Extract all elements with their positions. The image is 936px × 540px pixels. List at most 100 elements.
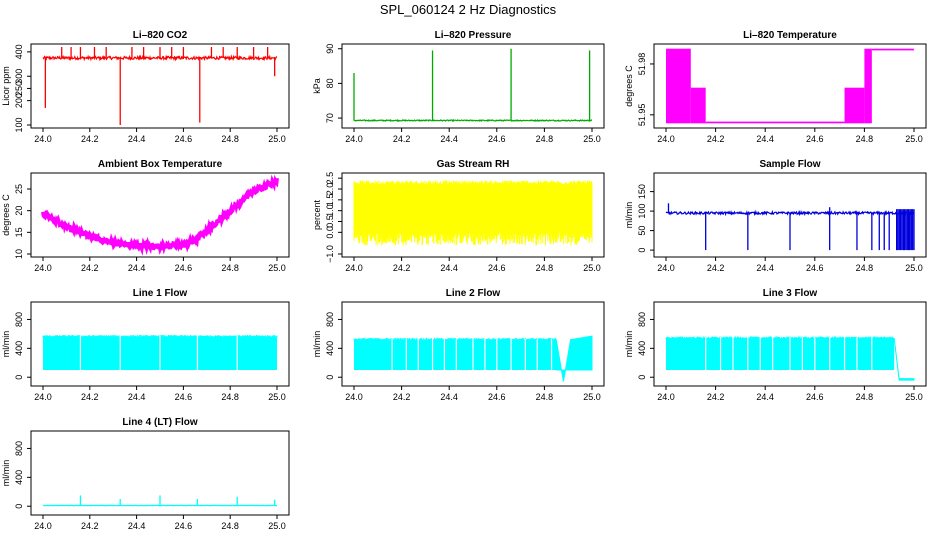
x-tick-label: 24.8 [856, 263, 874, 273]
y-axis-label: percent [312, 199, 322, 230]
y-axis-label: ml/min [624, 202, 634, 229]
panel-title: Gas Stream RH [437, 159, 510, 170]
series-p10 [42, 495, 277, 507]
series-line [41, 174, 279, 256]
x-tick-label: 24.8 [221, 134, 239, 144]
y-axis-label: ml/min [624, 331, 634, 358]
x-tick-label: 24.4 [440, 392, 458, 402]
y-tick-label: 0 [14, 504, 24, 509]
x-tick-label: 24.6 [175, 263, 193, 273]
x-tick-label: 24.0 [34, 134, 52, 144]
x-tick-label: 24.0 [345, 134, 363, 144]
plot-frame [653, 43, 927, 129]
y-axis-label: kPa [312, 78, 322, 94]
x-tick-label: 24.6 [175, 134, 193, 144]
x-tick-label: 24.8 [536, 263, 554, 273]
x-tick-label: 24.8 [856, 134, 874, 144]
y-tick-label: 20 [14, 206, 24, 216]
panel-title: Li–820 CO2 [133, 30, 188, 41]
x-tick-label: 25.0 [905, 392, 923, 402]
y-axis-label: ml/min [1, 460, 11, 487]
x-tick-label: 24.8 [536, 392, 554, 402]
panel-title: Line 2 Flow [446, 288, 501, 299]
x-tick-label: 25.0 [268, 392, 286, 402]
y-tick-label: 15 [14, 227, 24, 237]
series-p6 [665, 203, 915, 251]
series-p7 [42, 335, 278, 371]
plot-frame [653, 301, 927, 387]
panel-p4: Ambient Box Temperature degrees C 24.0 24.2… [1, 159, 290, 273]
x-tick-label: 24.4 [128, 134, 146, 144]
series-p4 [41, 174, 279, 256]
x-tick-label: 24.4 [756, 263, 774, 273]
y-axis-label: ml/min [1, 331, 11, 358]
x-tick-label: 24.0 [345, 263, 363, 273]
plot-frame [30, 430, 290, 516]
y-tick-label: −1.0 [325, 245, 335, 263]
y-tick-label: 400 [14, 470, 24, 485]
series-p5 [353, 180, 593, 246]
x-tick-label: 25.0 [583, 134, 601, 144]
x-tick-label: 24.2 [393, 263, 411, 273]
y-tick-label: 150 [637, 184, 647, 199]
y-tick-label: 0 [637, 375, 647, 380]
y-tick-label: 90 [325, 44, 335, 54]
x-tick-label: 24.0 [34, 392, 52, 402]
x-tick-label: 24.4 [440, 134, 458, 144]
x-tick-label: 25.0 [268, 521, 286, 531]
x-tick-label: 24.6 [488, 134, 506, 144]
series-p1 [42, 47, 278, 125]
panel-p6: Sample Flow ml/min 24.0 24.2 24.4 24.6 24.8 25.… [624, 159, 927, 273]
y-tick-label: 400 [637, 341, 647, 356]
y-tick-label: 200 [14, 93, 24, 108]
y-axis-label: degrees C [1, 194, 11, 236]
panel-title: Ambient Box Temperature [98, 159, 223, 170]
x-tick-label: 24.2 [707, 134, 725, 144]
data-band [354, 339, 557, 370]
series-line [353, 118, 593, 123]
x-tick-label: 24.8 [221, 392, 239, 402]
y-tick-label: 1.0 [325, 204, 335, 217]
y-tick-label: 300 [14, 69, 24, 84]
x-tick-label: 24.0 [34, 521, 52, 531]
y-tick-label: 2.5 [325, 172, 335, 185]
x-tick-label: 24.2 [707, 263, 725, 273]
x-tick-label: 24.2 [81, 134, 99, 144]
panel-p5: Gas Stream RH percent 24.0 24.2 24.4 24.6 24.8… [312, 159, 605, 273]
y-tick-label: 70 [325, 113, 335, 123]
y-tick-label: 0 [14, 375, 24, 380]
y-tick-label: 80 [325, 78, 335, 88]
data-band [844, 87, 865, 124]
plot-frame [341, 43, 605, 129]
panel-p1: Li–820 CO2 Licor ppm 24.0 24.2 24.4 24.6 24.8 2… [1, 30, 290, 144]
series-p9 [665, 336, 915, 381]
x-tick-label: 24.2 [393, 134, 411, 144]
x-tick-label: 24.6 [488, 392, 506, 402]
x-tick-label: 24.4 [128, 392, 146, 402]
y-tick-label: 800 [325, 312, 335, 327]
series-line [665, 336, 895, 339]
y-tick-label: 250 [14, 81, 24, 96]
panel-p8: Line 2 Flow ml/min 24.0 24.2 24.4 24.6 24.8 25.… [312, 288, 605, 402]
y-tick-label: 51.98 [637, 53, 647, 76]
panel-title: Li–820 Pressure [435, 30, 512, 41]
y-tick-label: 400 [14, 341, 24, 356]
x-tick-label: 24.6 [175, 392, 193, 402]
series-line [353, 180, 593, 246]
x-tick-label: 25.0 [905, 263, 923, 273]
series-p8 [353, 335, 593, 382]
panel-title: Line 4 (LT) Flow [122, 417, 198, 428]
x-tick-label: 24.0 [657, 134, 675, 144]
x-tick-label: 24.6 [806, 263, 824, 273]
y-tick-label: 100 [14, 117, 24, 132]
y-tick-label: 0.0 [325, 226, 335, 239]
x-tick-label: 24.2 [707, 392, 725, 402]
panel-title: Line 3 Flow [763, 288, 818, 299]
plot-frame [30, 43, 290, 129]
y-axis-label: Licor ppm [1, 66, 11, 106]
plot-frame [653, 172, 927, 258]
series-line [42, 335, 278, 338]
x-tick-label: 24.0 [345, 392, 363, 402]
data-band [705, 121, 845, 124]
